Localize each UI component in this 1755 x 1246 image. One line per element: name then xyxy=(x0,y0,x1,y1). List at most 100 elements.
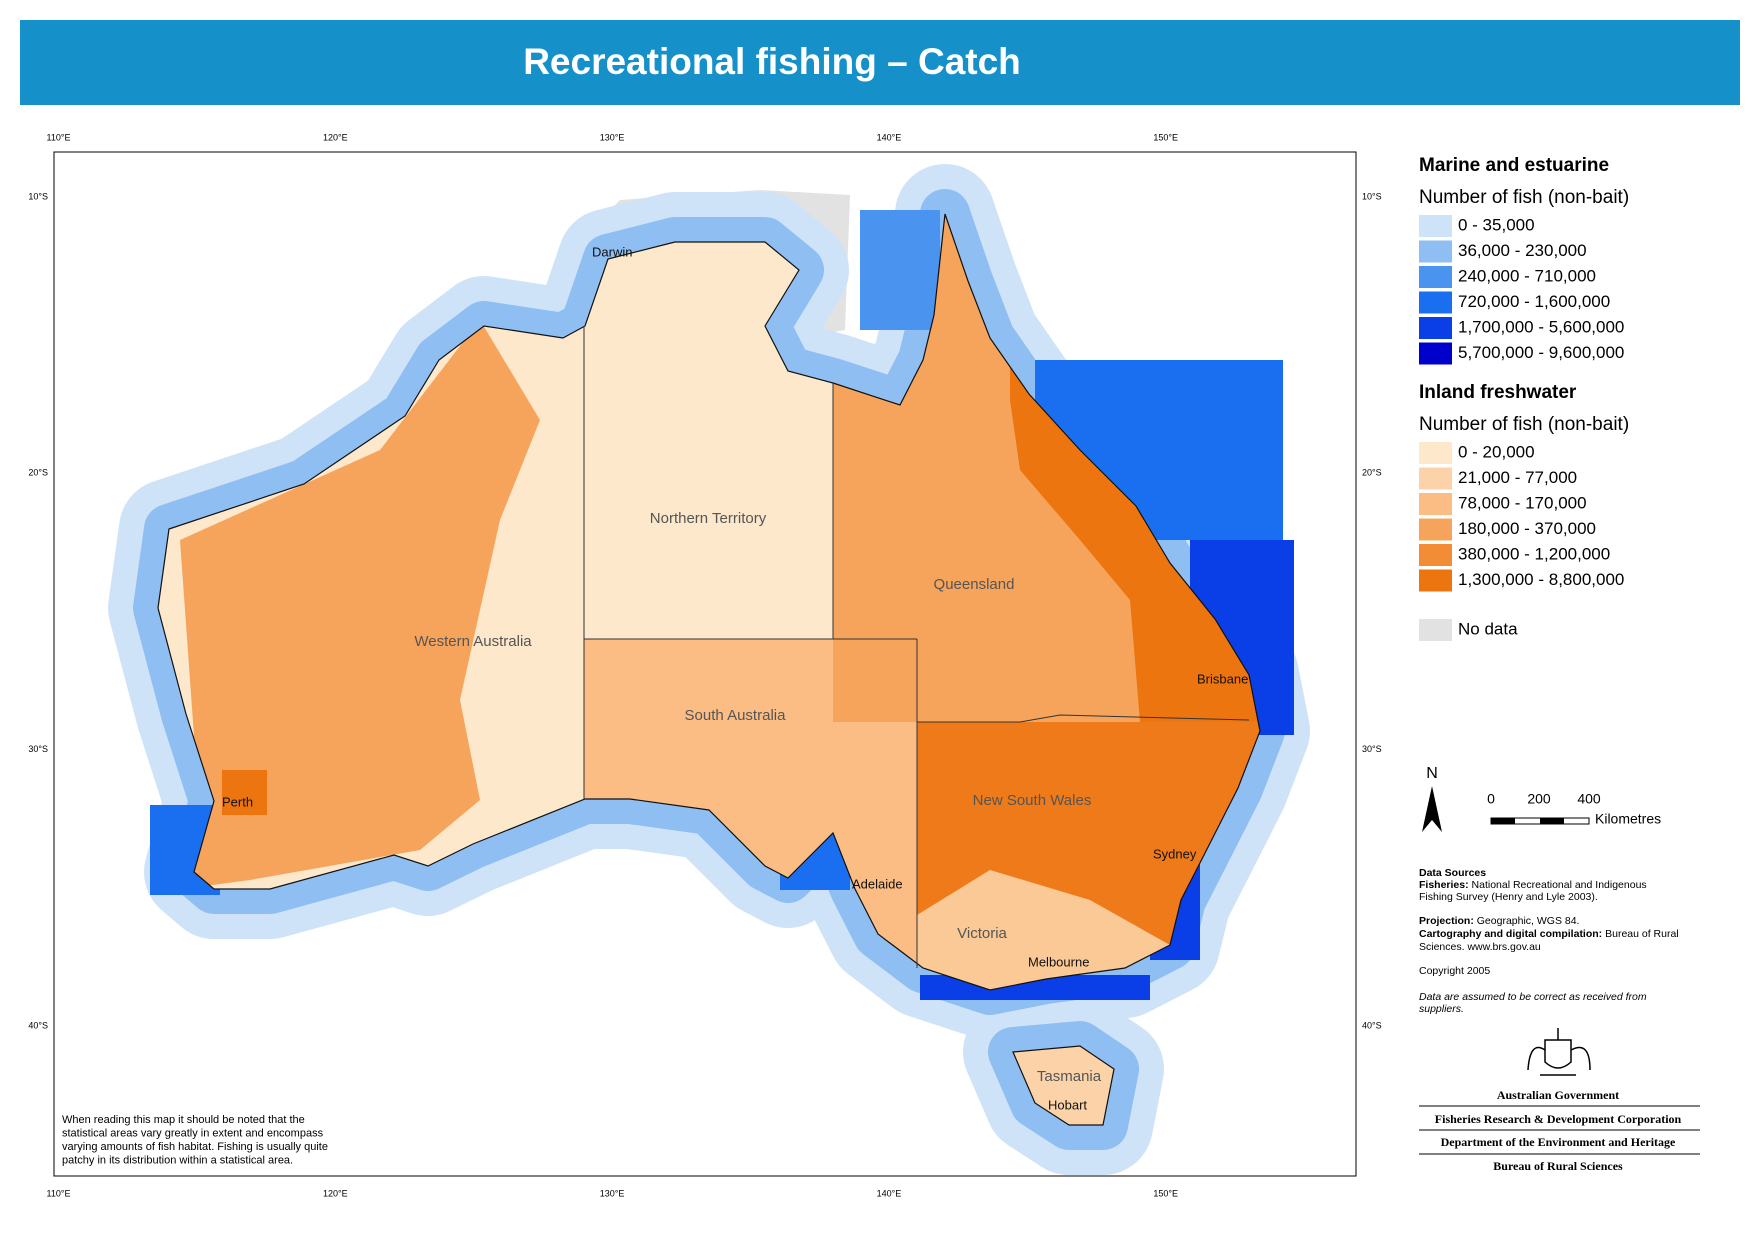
agencies: Australian Government Fisheries Research… xyxy=(1419,1028,1700,1173)
city-label: Sydney xyxy=(1153,846,1197,861)
sources-line: Projection: Geographic, WGS 84. xyxy=(1419,915,1579,927)
city-label: Darwin xyxy=(592,244,632,259)
legend-heading: Inland freshwater xyxy=(1419,382,1577,403)
sources-line: Cartography and digital compilation: Bur… xyxy=(1419,928,1679,940)
legend-swatch xyxy=(1419,291,1452,314)
north-arrow xyxy=(1422,786,1442,832)
state-label: Western Australia xyxy=(414,633,532,650)
lon-tick-label: 120°E xyxy=(323,1188,348,1198)
lat-tick-label: 10°S xyxy=(1362,191,1382,201)
legend-swatch xyxy=(1419,619,1452,641)
scale-bar: N 0 200 400 Kilometres xyxy=(1422,765,1661,832)
legend-label: 380,000 - 1,200,000 xyxy=(1458,544,1610,563)
sources-heading: Data Sources xyxy=(1419,867,1486,879)
legend-swatch xyxy=(1419,518,1452,541)
lat-tick-label: 10°S xyxy=(28,191,48,201)
data-sources: Data Sources Fisheries: National Recreat… xyxy=(1419,867,1679,1015)
inland-zone xyxy=(222,770,267,815)
legend-label: 36,000 - 230,000 xyxy=(1458,241,1587,260)
sources-line: Fisheries: National Recreational and Ind… xyxy=(1419,879,1647,891)
city-label: Hobart xyxy=(1048,1097,1087,1112)
legend-subheading: Number of fish (non-bait) xyxy=(1419,187,1629,208)
city-label: Adelaide xyxy=(852,876,903,891)
north-label: N xyxy=(1426,765,1438,782)
note-line: patchy in its distribution within a stat… xyxy=(62,1154,293,1166)
disclaimer: Data are assumed to be correct as receiv… xyxy=(1419,991,1647,1003)
lat-tick-label: 20°S xyxy=(28,468,48,478)
legend-label: 720,000 - 1,600,000 xyxy=(1458,292,1610,311)
sources-text: National Recreational and Indigenous xyxy=(1472,879,1647,891)
scale-label: 400 xyxy=(1577,791,1601,807)
copyright: Copyright 2005 xyxy=(1419,965,1490,977)
lat-ticks: 10°S 10°S 20°S 20°S 30°S 30°S 40°S 40°S xyxy=(28,191,1381,1030)
lon-tick-label: 150°E xyxy=(1153,1188,1178,1198)
state-label: Tasmania xyxy=(1037,1068,1102,1085)
lat-tick-label: 30°S xyxy=(1362,744,1382,754)
lon-tick-label: 140°E xyxy=(877,132,902,142)
scale-bar-rect xyxy=(1491,818,1515,824)
legend: Marine and estuarine Number of fish (non-… xyxy=(1419,155,1629,641)
inland-zone xyxy=(917,870,1170,1000)
lat-tick-label: 30°S xyxy=(28,744,48,754)
map-note: When reading this map it should be noted… xyxy=(62,1114,328,1167)
legend-subheading: Number of fish (non-bait) xyxy=(1419,414,1629,435)
legend-swatch xyxy=(1419,215,1452,237)
lon-tick-label: 130°E xyxy=(600,132,625,142)
legend-swatch xyxy=(1419,569,1452,592)
scale-label: 0 xyxy=(1487,791,1495,807)
legend-swatch xyxy=(1419,544,1452,566)
disclaimer: suppliers. xyxy=(1419,1003,1464,1015)
scale-bar-rect xyxy=(1540,818,1564,824)
legend-swatch xyxy=(1419,442,1452,464)
legend-label: 0 - 20,000 xyxy=(1458,442,1535,461)
legend-heading: Marine and estuarine xyxy=(1419,155,1609,176)
title: Recreational fishing – Catch xyxy=(523,41,1021,82)
legend-label: 21,000 - 77,000 xyxy=(1458,468,1577,487)
legend-swatch xyxy=(1419,266,1452,288)
legend-label: 1,700,000 - 5,600,000 xyxy=(1458,317,1624,336)
agency-name: Australian Government xyxy=(1497,1088,1619,1102)
legend-swatch xyxy=(1419,493,1452,515)
legend-swatch xyxy=(1419,317,1452,339)
legend-swatch xyxy=(1419,467,1452,490)
state-label: Victoria xyxy=(957,925,1007,942)
city-label: Perth xyxy=(222,794,253,809)
lon-tick-label: 110°E xyxy=(47,1188,71,1198)
lon-tick-label: 130°E xyxy=(600,1188,625,1198)
lat-tick-label: 20°S xyxy=(1362,468,1382,478)
lat-tick-label: 40°S xyxy=(28,1020,48,1030)
legend-label: 180,000 - 370,000 xyxy=(1458,519,1596,538)
agency-name: Bureau of Rural Sciences xyxy=(1493,1159,1623,1173)
scale-label: 200 xyxy=(1527,791,1551,807)
legend-swatch xyxy=(1419,240,1452,263)
lon-tick-label: 120°E xyxy=(323,132,348,142)
agency-name: Fisheries Research & Development Corpora… xyxy=(1435,1112,1682,1126)
sources-label: Fisheries: xyxy=(1419,879,1469,891)
legend-swatch xyxy=(1419,342,1452,365)
state-label: New South Wales xyxy=(973,792,1092,809)
coat-of-arms xyxy=(1527,1028,1591,1076)
city-label: Melbourne xyxy=(1028,954,1089,969)
legend-label: No data xyxy=(1458,619,1518,638)
note-line: varying amounts of fish habitat. Fishing… xyxy=(62,1141,328,1153)
agency-name: Department of the Environment and Herita… xyxy=(1441,1135,1676,1149)
note-line: statistical areas vary greatly in extent… xyxy=(62,1127,324,1139)
sources-line: Sciences. www.brs.gov.au xyxy=(1419,941,1541,953)
sources-label: Cartography and digital compilation: xyxy=(1419,928,1602,940)
legend-label: 5,700,000 - 9,600,000 xyxy=(1458,343,1624,362)
legend-label: 1,300,000 - 8,800,000 xyxy=(1458,570,1624,589)
sources-text: Geographic, WGS 84. xyxy=(1477,915,1580,927)
city-label: Brisbane xyxy=(1197,671,1248,686)
state-label: South Australia xyxy=(685,707,787,724)
lon-tick-label: 110°E xyxy=(47,132,71,142)
state-label: Northern Territory xyxy=(650,510,767,527)
note-line: When reading this map it should be noted… xyxy=(62,1114,305,1126)
legend-label: 240,000 - 710,000 xyxy=(1458,266,1596,285)
lon-tick-label: 140°E xyxy=(877,1188,902,1198)
sources-line: Fishing Survey (Henry and Lyle 2003). xyxy=(1419,891,1598,903)
sources-text: Bureau of Rural xyxy=(1605,928,1679,940)
lon-tick-label: 150°E xyxy=(1153,132,1178,142)
state-border xyxy=(583,326,1250,968)
lat-tick-label: 40°S xyxy=(1362,1020,1382,1030)
